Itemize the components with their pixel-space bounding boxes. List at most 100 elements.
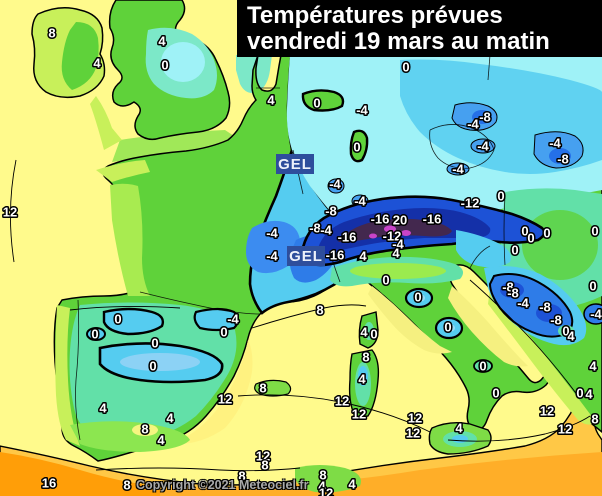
temp-label: 8: [319, 468, 326, 483]
temp-label: 0: [382, 273, 389, 288]
temp-label: 0: [353, 140, 360, 155]
temp-label: 4: [157, 433, 165, 448]
temp-label: -4: [392, 237, 404, 252]
temp-label: 4: [99, 401, 107, 416]
ireland: [31, 7, 106, 99]
map-title: Températures prévues vendredi 19 mars au…: [237, 0, 602, 57]
temp-label: 0: [527, 231, 534, 246]
temp-label: 12: [218, 392, 232, 407]
temp-label: 0: [497, 189, 504, 204]
gel-badge: GEL: [287, 246, 325, 266]
temp-label: 8: [362, 350, 369, 365]
temp-label: 0: [576, 386, 583, 401]
temp-label: 12: [319, 486, 333, 496]
temp-label: -8: [325, 204, 337, 219]
temp-label: 8: [259, 381, 266, 396]
temp-label: -4: [549, 136, 561, 151]
temp-label: 4: [455, 421, 463, 436]
temp-label: 4: [158, 34, 166, 49]
temp-label: -4: [452, 162, 464, 177]
temp-label: 12: [352, 407, 366, 422]
temp-label: -8: [539, 300, 551, 315]
iberia-temperature-zones: [55, 302, 253, 452]
country-borders: [75, 54, 506, 441]
temp-label: 4: [392, 246, 400, 261]
temp-label: 8: [591, 412, 598, 427]
temp-label: 0: [479, 359, 486, 374]
title-line2: vendredi 19 mars au matin: [247, 28, 550, 55]
temp-label: 4: [358, 372, 366, 387]
temp-label: -4: [227, 312, 239, 327]
temp-label: 4: [360, 325, 368, 340]
temp-label: -4: [320, 223, 332, 238]
temp-label: -4: [467, 117, 479, 132]
france-temperature-zones: [96, 57, 360, 315]
temp-label: 16: [42, 476, 56, 491]
temp-label: 0: [511, 243, 518, 258]
isotherm-contours: [9, 159, 591, 472]
temp-label: -4: [356, 103, 368, 118]
temp-label: 20: [393, 213, 407, 228]
temp-label: 0: [521, 224, 528, 239]
temp-label: 0: [114, 312, 121, 327]
temp-label: 4: [267, 93, 275, 108]
temp-label: 12: [540, 404, 554, 419]
temp-label: 0: [562, 324, 569, 339]
temp-label: 12: [256, 449, 270, 464]
alps-cold-core: [300, 195, 546, 267]
temp-label: -8: [502, 280, 514, 295]
temp-label: -8: [479, 110, 491, 125]
temp-label: 0: [591, 224, 598, 239]
temp-label: -12: [383, 229, 402, 244]
temp-label: 8: [141, 422, 148, 437]
temp-label: -4: [354, 194, 366, 209]
temp-label: 0: [313, 96, 320, 111]
temp-label: 4: [93, 56, 101, 71]
temp-label: 12: [3, 205, 17, 220]
temp-label: -8: [557, 152, 569, 167]
temp-label: 0: [492, 386, 499, 401]
temp-label: 0: [543, 226, 550, 241]
temp-label: 8: [238, 469, 245, 484]
temp-label: 0: [220, 325, 227, 340]
copyright-watermark: Copyright ©2021 Meteociel.fr: [136, 478, 309, 492]
temp-label: 4: [166, 411, 174, 426]
temp-label: 4: [589, 359, 597, 374]
temp-label: 0: [370, 327, 377, 342]
temp-label: -12: [461, 196, 480, 211]
temp-label: 8: [261, 458, 268, 473]
temp-label: 8: [48, 26, 55, 41]
temp-label: 0: [149, 359, 156, 374]
temp-label: 4: [348, 477, 356, 492]
mediterranean-islands: [254, 311, 492, 455]
temp-label: 0: [161, 58, 168, 73]
great-britain: [108, 0, 231, 141]
gel-badge: GEL: [276, 154, 314, 174]
temp-label: -16: [423, 212, 442, 227]
temp-label: 0: [151, 336, 158, 351]
temp-label: -16: [371, 212, 390, 227]
temp-label: 4: [359, 249, 367, 264]
temp-label: -4: [477, 139, 489, 154]
temp-label: -16: [338, 230, 357, 245]
temp-label: 12: [408, 411, 422, 426]
temp-label: 4: [567, 329, 575, 344]
temp-label: 12: [335, 394, 349, 409]
temp-label: 0: [589, 279, 596, 294]
italy-temperature-zones: [368, 286, 528, 373]
temp-label: 0: [91, 327, 98, 342]
temp-label: 12: [406, 426, 420, 441]
title-line1: Températures prévues: [247, 2, 503, 29]
po-valley: [330, 230, 511, 287]
temp-label: -8: [507, 286, 519, 301]
temp-label: 0: [414, 290, 421, 305]
temp-label: 4: [318, 479, 326, 494]
temp-label: 4: [585, 387, 593, 402]
temp-label: 8: [123, 478, 130, 493]
temp-label: -16: [326, 248, 345, 263]
temp-label: -4: [517, 296, 529, 311]
temp-label: -8: [309, 221, 321, 236]
